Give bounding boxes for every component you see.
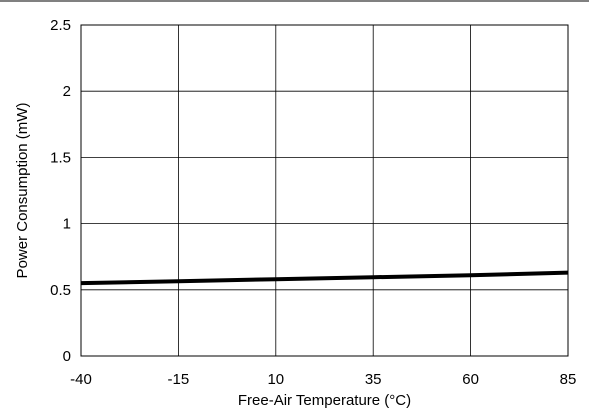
x-tick-label: 10: [267, 371, 284, 388]
y-axis-title: Power Consumption (mW): [14, 103, 31, 279]
x-tick-label: -40: [70, 371, 92, 388]
series-layer: [80, 270, 569, 286]
y-tick-label: 0.5: [50, 282, 71, 299]
series-line: [80, 270, 569, 286]
x-tick-label: 85: [560, 371, 577, 388]
x-tick-label: 60: [462, 371, 479, 388]
y-tick-label: 0: [63, 348, 71, 365]
y-tick-label: 2.5: [50, 17, 71, 34]
grid: [81, 25, 568, 356]
y-tick-label: 2: [63, 83, 71, 100]
x-tick-label: -15: [168, 371, 190, 388]
x-axis-title: Free-Air Temperature (°C): [238, 392, 411, 408]
x-tick-labels: -40 -15 10 35 60 85: [70, 371, 576, 388]
plot-area-border: [80, 24, 569, 357]
x-tick-label: 35: [365, 371, 382, 388]
y-tick-labels: 0 0.5 1 1.5 2 2.5: [50, 17, 71, 365]
y-tick-label: 1: [63, 216, 71, 233]
y-tick-label: 1.5: [50, 149, 71, 166]
